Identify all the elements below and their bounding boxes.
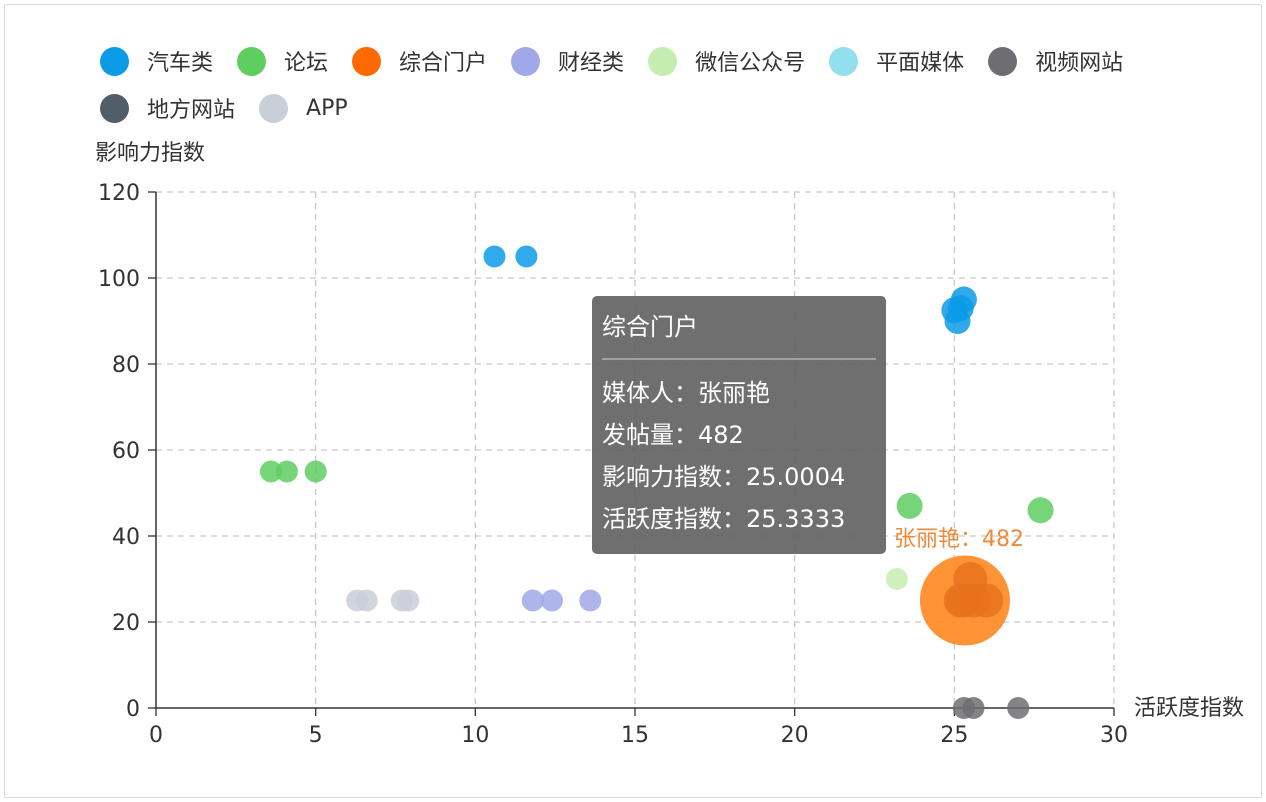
legend-item-difang[interactable]: 地方网站	[100, 92, 235, 124]
legend-label: 地方网站	[147, 98, 236, 123]
highlight-label: 张丽艳：482	[894, 527, 1024, 552]
legend-label: 财经类	[558, 51, 625, 76]
x-tick-label: 30	[1100, 723, 1128, 748]
x-tick-label: 15	[621, 723, 649, 748]
y-tick-label: 80	[112, 353, 140, 378]
legend-marker-pingmian	[829, 46, 859, 76]
legend-label: 论坛	[284, 51, 329, 76]
legend-marker-app	[259, 93, 289, 123]
legend-label: 微信公众号	[695, 51, 806, 76]
legend-marker-luntan	[237, 46, 267, 76]
y-tick-label: 0	[126, 697, 140, 722]
y-tick-label: 100	[98, 267, 140, 292]
data-points	[259, 245, 1054, 719]
data-point-series-1[interactable]	[259, 460, 282, 483]
legend-marker-zonghe	[352, 46, 382, 76]
legend-marker-difang	[100, 93, 129, 123]
data-point-series-3[interactable]	[540, 589, 563, 612]
legend-item-qiche[interactable]: 汽车类	[100, 45, 213, 77]
legend-marker-qiche	[100, 46, 129, 76]
legend-item-luntan[interactable]: 论坛	[237, 45, 328, 77]
chart-container: 汽车类 论坛 综合门户 财经类 微信公众号 平面媒体 视频网站 地方网站 APP…	[4, 4, 1262, 798]
legend-marker-shipin	[988, 46, 1018, 76]
data-point-series-0[interactable]	[515, 245, 538, 268]
tooltip-line-post-count: 发帖量：482	[602, 421, 744, 449]
legend-item-shipin[interactable]: 视频网站	[988, 45, 1123, 77]
tooltip: 综合门户 媒体人：张丽艳 发帖量：482 影响力指数：25.0004 活跃度指数…	[592, 296, 886, 554]
legend-item-pingmian[interactable]: 平面媒体	[829, 45, 964, 77]
legend-row-2: 地方网站 APP	[100, 88, 1220, 128]
y-tick-label: 120	[98, 181, 140, 206]
legend-label: 视频网站	[1035, 51, 1124, 76]
data-point-series-4[interactable]	[885, 568, 908, 590]
tooltip-line-activity: 活跃度指数：25.3333	[602, 505, 846, 533]
data-point-series-1[interactable]	[896, 492, 923, 519]
data-point-series-8[interactable]	[397, 589, 420, 612]
legend-marker-weixin	[648, 46, 678, 76]
legend-item-zonghe[interactable]: 综合门户	[352, 45, 487, 77]
legend-label: 平面媒体	[876, 51, 965, 76]
x-tick-label: 20	[781, 723, 809, 748]
data-point-series-6[interactable]	[1007, 697, 1030, 719]
x-axis-label: 活跃度指数	[1134, 696, 1244, 721]
data-point-series-3[interactable]	[521, 589, 544, 612]
x-tick-label: 0	[149, 723, 163, 748]
data-point-series-0[interactable]	[483, 245, 506, 268]
legend-label: APP	[306, 95, 348, 121]
tooltip-line-media-person: 媒体人：张丽艳	[602, 379, 770, 407]
legend-label: 综合门户	[399, 51, 488, 76]
x-tick-label: 5	[309, 723, 323, 748]
y-tick-label: 20	[112, 611, 140, 636]
data-point-series-1[interactable]	[275, 460, 298, 483]
y-axis-label: 影响力指数	[95, 141, 205, 166]
y-tick-label: 40	[112, 525, 140, 550]
data-point-series-0[interactable]	[947, 295, 974, 322]
legend-item-caijing[interactable]: 财经类	[511, 45, 624, 77]
legend-label: 汽车类	[147, 51, 214, 76]
data-point-series-3[interactable]	[579, 589, 602, 612]
tooltip-divider	[602, 358, 876, 360]
data-point-series-1[interactable]	[304, 460, 327, 483]
legend-item-weixin[interactable]: 微信公众号	[648, 45, 805, 77]
legend-row-1: 汽车类 论坛 综合门户 财经类 微信公众号 平面媒体 视频网站	[100, 41, 1220, 81]
data-point-series-1[interactable]	[1027, 497, 1054, 524]
tooltip-title: 综合门户	[602, 313, 698, 341]
legend-item-app[interactable]: APP	[259, 93, 348, 123]
data-point-series-6[interactable]	[962, 697, 985, 719]
y-tick-label: 60	[112, 439, 140, 464]
x-tick-label: 10	[461, 723, 489, 748]
tooltip-line-influence: 影响力指数：25.0004	[602, 463, 846, 491]
chart-legend: 汽车类 论坛 综合门户 财经类 微信公众号 平面媒体 视频网站 地方网站 APP	[100, 41, 1220, 135]
x-tick-label: 25	[940, 723, 968, 748]
data-point-series-8[interactable]	[355, 589, 378, 612]
legend-marker-caijing	[511, 46, 541, 76]
data-point-series-2[interactable]	[969, 583, 1004, 618]
